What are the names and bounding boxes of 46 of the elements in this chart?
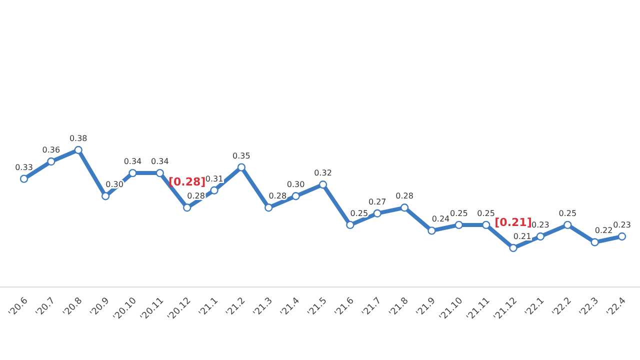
point	[428, 226, 436, 235]
data-label: 0.38	[69, 134, 88, 143]
data-label: 0.36	[42, 146, 60, 155]
point	[400, 204, 409, 212]
data-label: 0.33	[15, 162, 33, 172]
point	[47, 157, 56, 166]
point	[101, 192, 110, 200]
point	[373, 209, 382, 218]
point	[237, 163, 246, 172]
data-label: 0.28	[396, 192, 414, 201]
point	[590, 238, 599, 246]
data-label: 0.30	[286, 180, 305, 190]
point	[128, 168, 137, 178]
data-label: 0.25	[350, 208, 368, 218]
point	[536, 232, 545, 241]
data-label: 0.25	[450, 208, 468, 218]
data-label: 0.23	[532, 220, 550, 230]
data-label: 0.25	[477, 208, 495, 218]
data-label: 0.21	[513, 232, 532, 241]
point	[454, 220, 464, 230]
data-label: 0.34	[151, 157, 169, 166]
point	[564, 220, 572, 230]
point	[618, 232, 626, 241]
data-label: 0.22	[594, 226, 613, 236]
point	[210, 186, 218, 194]
data-label: 0.28	[268, 192, 287, 201]
data-label: 0.35	[232, 151, 250, 160]
point	[346, 220, 354, 230]
data-label: 0.23	[613, 220, 631, 230]
point	[318, 180, 328, 189]
point	[182, 204, 192, 212]
data-label: 0.34	[124, 157, 142, 166]
point	[20, 174, 28, 183]
point	[292, 192, 300, 200]
point	[482, 220, 490, 230]
point	[264, 204, 273, 212]
point	[74, 146, 82, 154]
data-label: 0.32	[314, 168, 332, 178]
data-label: 0.31	[205, 174, 224, 184]
data-label: 0.27	[368, 197, 386, 206]
point	[156, 168, 164, 178]
annotation: [0.28]	[168, 176, 206, 189]
point	[509, 244, 518, 252]
annotation: [0.21]	[494, 216, 532, 229]
data-label: 0.25	[558, 208, 577, 218]
data-label: 0.24	[432, 214, 450, 224]
